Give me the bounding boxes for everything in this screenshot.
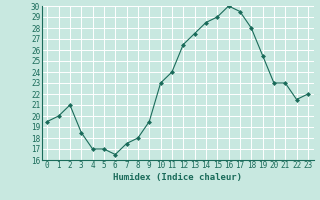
- X-axis label: Humidex (Indice chaleur): Humidex (Indice chaleur): [113, 173, 242, 182]
